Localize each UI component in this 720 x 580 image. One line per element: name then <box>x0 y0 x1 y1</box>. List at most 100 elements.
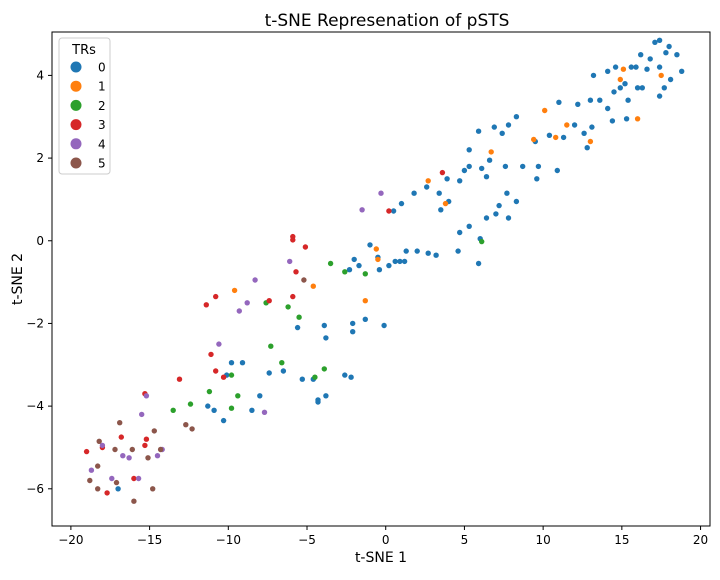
point-tr5-14 <box>131 498 137 504</box>
point-tr0-94 <box>294 324 301 331</box>
point-tr0-52 <box>461 167 468 174</box>
point-tr2-14 <box>187 401 194 407</box>
point-tr5-9 <box>129 446 135 453</box>
point-tr4-2 <box>287 258 293 265</box>
point-tr0-22 <box>611 89 617 95</box>
point-tr1-3 <box>634 116 641 122</box>
point-tr0-72 <box>455 248 461 254</box>
legend-marker-3 <box>70 119 82 131</box>
point-tr0-46 <box>479 165 485 172</box>
point-tr0-41 <box>513 114 520 120</box>
point-tr1-10 <box>425 178 431 184</box>
point-tr0-13 <box>633 64 639 70</box>
point-tr0-77 <box>397 258 403 265</box>
point-tr1-2 <box>617 76 623 83</box>
point-tr0-1 <box>638 52 644 58</box>
x-tick-label: −20 <box>58 533 83 547</box>
point-tr0-20 <box>634 85 641 91</box>
point-tr0-28 <box>605 105 611 112</box>
point-tr0-101 <box>323 393 329 399</box>
point-tr2-0 <box>479 238 485 245</box>
point-tr1-4 <box>542 107 548 114</box>
point-tr0-9 <box>612 64 619 70</box>
point-tr0-73 <box>425 250 431 256</box>
point-tr1-13 <box>375 256 381 263</box>
legend-marker-4 <box>70 138 82 150</box>
point-tr0-87 <box>401 258 408 265</box>
point-tr0-106 <box>228 360 235 366</box>
point-tr3-6 <box>266 298 272 304</box>
y-tick-label: −6 <box>26 482 44 496</box>
y-tick-label: −2 <box>26 316 44 330</box>
point-tr2-2 <box>342 269 348 275</box>
point-tr2-8 <box>279 360 285 366</box>
legend-marker-5 <box>70 157 82 169</box>
point-tr0-30 <box>623 116 630 122</box>
point-tr5-7 <box>96 438 102 444</box>
point-tr1-1 <box>658 72 664 79</box>
point-tr0-61 <box>438 207 444 213</box>
point-tr0-103 <box>315 399 321 405</box>
point-tr4-16 <box>109 475 115 482</box>
point-tr0-31 <box>571 122 578 128</box>
point-tr0-64 <box>513 198 520 205</box>
point-tr0-65 <box>496 202 502 209</box>
point-tr0-27 <box>617 85 623 91</box>
point-tr0-48 <box>520 163 526 170</box>
point-tr0-66 <box>493 211 499 217</box>
point-tr2-12 <box>206 388 213 395</box>
point-tr3-1 <box>386 208 392 214</box>
point-tr0-23 <box>597 97 603 103</box>
legend-items: 0 1 2 3 4 5 <box>70 61 106 171</box>
point-tr0-25 <box>575 101 581 108</box>
y-tick-label: 4 <box>36 68 44 82</box>
y-tick-label: 0 <box>36 234 44 248</box>
point-tr0-21 <box>625 97 631 103</box>
point-tr4-9 <box>139 411 145 418</box>
point-tr0-79 <box>386 262 392 269</box>
point-tr4-17 <box>99 442 106 449</box>
point-tr0-112 <box>115 486 121 492</box>
point-tr0-58 <box>436 190 442 196</box>
x-tick-label: 20 <box>693 533 708 547</box>
point-tr0-97 <box>299 376 305 382</box>
point-tr4-5 <box>236 308 242 314</box>
point-tr3-12 <box>220 374 227 380</box>
point-tr4-15 <box>135 475 142 482</box>
point-tr3-16 <box>143 436 150 442</box>
point-tr0-43 <box>466 147 472 153</box>
point-tr1-7 <box>531 136 537 143</box>
legend: TRs 0 1 2 3 4 5 <box>58 37 111 175</box>
point-tr0-3 <box>656 37 663 43</box>
legend-label-4: 4 <box>98 137 106 151</box>
point-tr3-3 <box>290 237 296 243</box>
point-tr0-14 <box>644 66 650 72</box>
legend-marker-1 <box>70 80 82 92</box>
point-tr4-7 <box>261 409 268 415</box>
point-tr0-34 <box>560 134 567 141</box>
legend-label-1: 1 <box>98 80 106 94</box>
point-tr0-32 <box>589 124 595 130</box>
point-tr3-5 <box>293 269 299 275</box>
point-tr0-84 <box>346 267 353 273</box>
point-tr0-62 <box>390 208 397 214</box>
point-tr3-17 <box>83 448 90 455</box>
point-tr5-0 <box>301 277 307 283</box>
point-tr1-14 <box>362 298 368 304</box>
legend-label-5: 5 <box>98 157 106 171</box>
point-tr0-108 <box>249 407 255 413</box>
point-tr4-6 <box>216 341 222 347</box>
point-tr0-11 <box>590 72 597 79</box>
point-tr0-45 <box>466 163 472 170</box>
point-tr2-7 <box>268 343 274 349</box>
y-axis: −6 −4 −2 0 2 4 <box>26 68 52 496</box>
point-tr4-14 <box>154 453 161 459</box>
point-tr3-19 <box>142 442 148 449</box>
point-tr0-53 <box>457 178 463 184</box>
point-tr0-57 <box>411 190 417 196</box>
point-tr4-1 <box>359 207 365 213</box>
point-tr2-16 <box>170 407 176 413</box>
point-tr0-24 <box>587 97 594 103</box>
x-axis: −20 −15 −10 −5 0 5 10 15 20 <box>58 526 708 547</box>
